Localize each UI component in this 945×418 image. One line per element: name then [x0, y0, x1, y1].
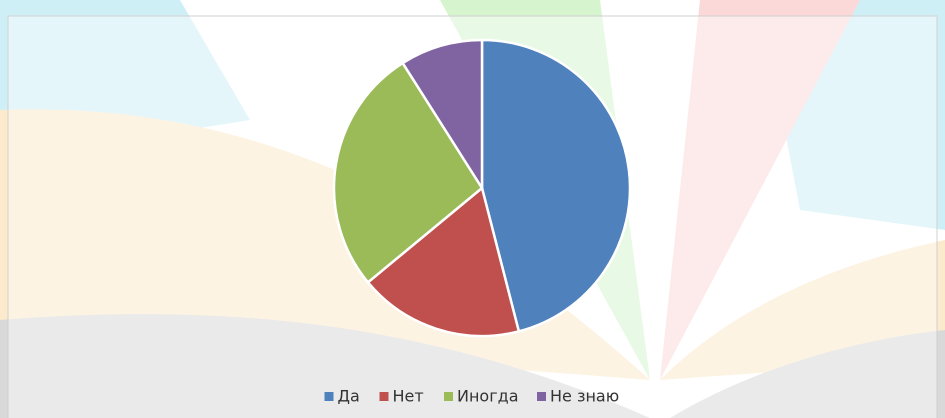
pie-slice [332, 61, 484, 285]
legend-swatch [379, 392, 389, 401]
pie-slice [366, 185, 521, 338]
legend-label: Нет [393, 387, 424, 406]
legend-swatch [444, 392, 453, 401]
legend-swatch [537, 392, 546, 401]
legend-label: Иногда [457, 387, 519, 406]
pie-slice [480, 38, 632, 333]
pie-slice [400, 38, 484, 193]
legend-label: Не знаю [550, 387, 619, 406]
legend-swatch [324, 392, 334, 401]
legend-label: Да [338, 387, 360, 406]
